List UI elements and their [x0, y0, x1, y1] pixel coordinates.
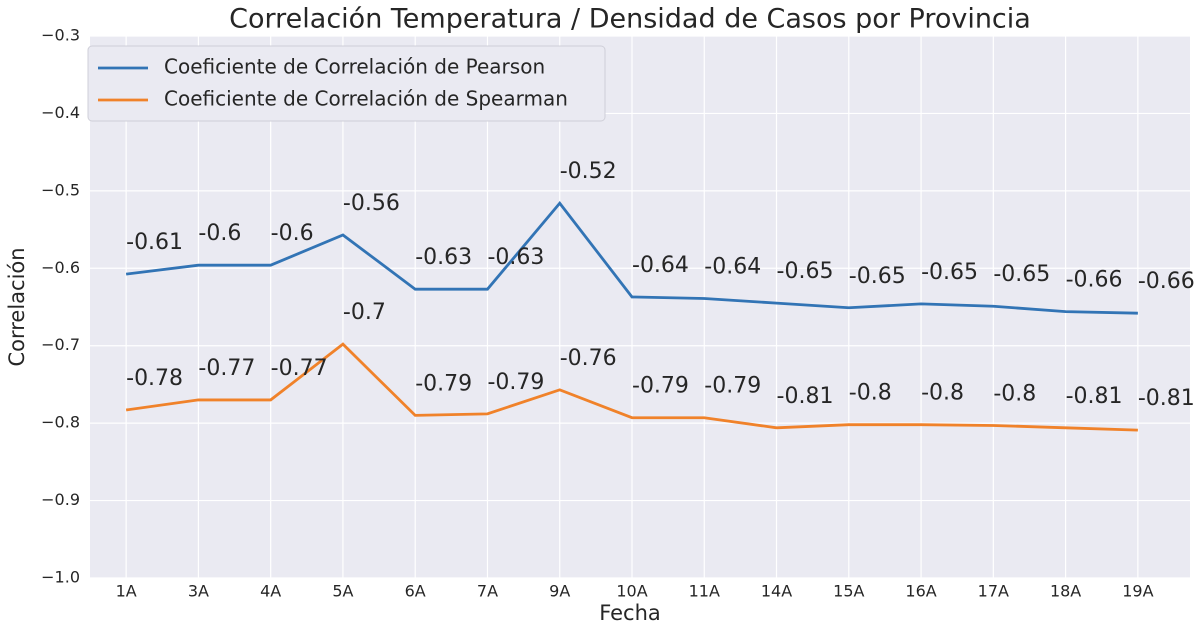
- y-tick-label: −0.3: [41, 26, 80, 45]
- x-tick-label: 5A: [332, 582, 353, 601]
- data-label: -0.66: [1138, 269, 1195, 294]
- data-label: -0.79: [632, 374, 689, 399]
- legend-label: Coeficiente de Correlación de Pearson: [164, 55, 545, 79]
- x-tick-label: 17A: [978, 582, 1009, 601]
- x-tick-label: 9A: [549, 582, 570, 601]
- data-label: -0.52: [560, 159, 617, 184]
- x-tick-label: 15A: [833, 582, 864, 601]
- x-tick-label: 16A: [905, 582, 936, 601]
- data-label: -0.79: [704, 374, 761, 399]
- data-label: -0.66: [1066, 268, 1123, 293]
- data-label: -0.76: [560, 346, 617, 371]
- data-label: -0.77: [271, 356, 328, 381]
- data-label: -0.7: [343, 300, 386, 325]
- x-tick-label: 10A: [616, 582, 647, 601]
- data-label: -0.81: [1066, 384, 1123, 409]
- data-label: -0.79: [487, 370, 544, 395]
- x-tick-label: 14A: [761, 582, 792, 601]
- data-label: -0.6: [271, 221, 314, 246]
- data-label: -0.81: [777, 384, 834, 409]
- data-label: -0.81: [1138, 386, 1195, 411]
- data-label: -0.79: [415, 371, 472, 396]
- data-label: -0.63: [415, 245, 472, 270]
- data-label: -0.65: [993, 262, 1050, 287]
- data-label: -0.64: [704, 254, 761, 279]
- x-tick-label: 1A: [116, 582, 137, 601]
- data-label: -0.64: [632, 253, 689, 278]
- data-label: -0.8: [849, 381, 892, 406]
- x-tick-label: 18A: [1050, 582, 1081, 601]
- line: [125, 342, 1138, 432]
- data-label: -0.63: [487, 245, 544, 270]
- data-label: -0.61: [126, 230, 183, 255]
- x-tick-label: 7A: [477, 582, 498, 601]
- data-label: -0.6: [198, 221, 241, 246]
- y-tick-label: −0.7: [41, 335, 80, 354]
- data-label: -0.65: [921, 260, 978, 285]
- data-label: -0.78: [126, 366, 183, 391]
- y-tick-label: −0.6: [41, 258, 80, 277]
- x-tick-label: 6A: [405, 582, 426, 601]
- chart-title: Correlación Temperatura / Densidad de Ca…: [229, 4, 1031, 35]
- x-tick-label: 4A: [260, 582, 281, 601]
- x-tick-label: 3A: [188, 582, 209, 601]
- data-label: -0.65: [849, 264, 906, 289]
- y-axis-label: Correlación: [5, 247, 29, 366]
- data-label: -0.56: [343, 191, 400, 216]
- x-axis-label: Fecha: [599, 601, 661, 625]
- y-tick-label: −0.8: [41, 413, 80, 432]
- y-tick-label: −0.4: [41, 103, 80, 122]
- data-label: -0.8: [993, 381, 1036, 406]
- x-tick-label: 11A: [689, 582, 720, 601]
- x-tick-label: 19A: [1122, 582, 1153, 601]
- data-label: -0.65: [777, 259, 834, 284]
- data-label: -0.8: [921, 381, 964, 406]
- data-label: -0.77: [198, 356, 255, 381]
- y-tick-label: −1.0: [41, 568, 80, 587]
- legend-box: [87, 45, 606, 122]
- y-tick-label: −0.5: [41, 180, 80, 199]
- legend-label: Coeficiente de Correlación de Spearman: [164, 87, 568, 111]
- line: [125, 201, 1138, 315]
- y-tick-label: −0.9: [41, 490, 80, 509]
